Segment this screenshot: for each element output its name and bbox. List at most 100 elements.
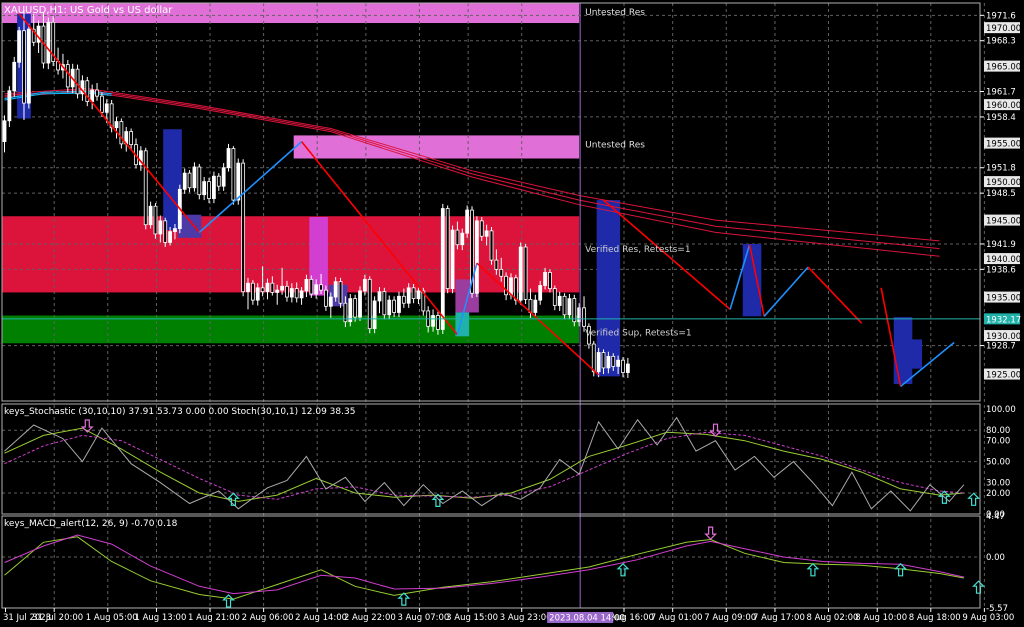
candle-body <box>250 282 255 301</box>
candle-body <box>173 228 177 233</box>
zigzag-segment <box>729 244 751 310</box>
time-tick-label: 1 Aug 13:00 <box>134 613 186 623</box>
candle-body <box>31 28 36 43</box>
moving-average-line <box>4 87 940 242</box>
price-tag <box>984 137 1020 149</box>
indicator-line <box>4 431 964 500</box>
candle-body <box>95 89 99 97</box>
candle-body <box>275 289 280 293</box>
arrow-up-icon <box>222 594 235 608</box>
candle-body <box>513 277 518 301</box>
candle-body <box>26 28 31 104</box>
price-tag-label: 1930.00 <box>986 332 1021 342</box>
arrow-up-icon <box>397 592 411 606</box>
price-tag-label: 1950.00 <box>986 178 1021 188</box>
candle-body <box>523 246 528 300</box>
candle-body <box>319 284 323 291</box>
candle-body <box>421 290 426 312</box>
current-price-line <box>2 3 980 608</box>
price-tag <box>984 253 1020 265</box>
time-tick-label: 3 Aug 15:00 <box>446 613 498 623</box>
arrow-up-icon <box>806 562 820 577</box>
candle-body <box>80 80 85 95</box>
candle-body <box>474 220 479 294</box>
candle-body <box>129 131 134 146</box>
candle-body <box>192 166 197 189</box>
candle-body <box>450 229 455 290</box>
candle-body <box>65 64 70 88</box>
price-tag-label: 1945.00 <box>986 217 1021 227</box>
candle-body <box>338 281 343 304</box>
stochastic-tick-label: 100.00 <box>986 405 1016 415</box>
time-tick-label: 3 Aug 23:00 <box>500 613 552 623</box>
zone-label: Untested Res <box>585 8 645 18</box>
price-tag <box>984 313 1020 325</box>
candle-body <box>557 295 562 306</box>
time-tick-label: 8 Aug 18:00 <box>909 613 961 623</box>
arrow-up-icon <box>226 492 240 506</box>
candle-body <box>36 25 41 43</box>
zigzag-segment <box>602 199 731 311</box>
arrow-up-icon <box>431 493 445 507</box>
candle-body <box>416 290 421 300</box>
candle-body <box>392 299 397 313</box>
stochastic-tick-label: 80.00 <box>986 426 1010 436</box>
candle-body <box>509 277 513 296</box>
candle-body <box>625 363 630 373</box>
candle-body <box>460 232 465 246</box>
candle-body <box>309 278 314 295</box>
candle-body <box>114 121 119 129</box>
price-axis: 1971.6 1968.3 1961.7 1958.4 1951.8 1948.5 1941… <box>980 11 1021 614</box>
zigzag-segment <box>900 341 955 388</box>
candle-body <box>465 209 470 234</box>
candle-body <box>489 230 494 261</box>
arrow-down-icon <box>80 419 94 433</box>
candle-body <box>348 298 353 323</box>
panel-frame <box>1 515 981 609</box>
candle-body <box>100 95 104 113</box>
candle-body <box>75 68 80 95</box>
candle-body <box>611 355 616 367</box>
time-tick-label: 31 Jul 20:00 <box>32 613 83 623</box>
candle-body <box>158 220 163 235</box>
candle-body <box>260 287 265 293</box>
signal-box <box>328 284 348 307</box>
time-tick-label: 8 Aug 02:00 <box>807 613 859 623</box>
signal-box <box>893 317 913 385</box>
candle-body <box>343 302 348 323</box>
candle-body <box>241 162 246 293</box>
time-tick-label: 8 Aug 10:00 <box>855 613 907 623</box>
candle-body <box>46 21 51 64</box>
zigzag-segment <box>300 141 459 336</box>
price-tag-label: 1935.00 <box>986 294 1021 304</box>
panel-frame <box>1 403 981 515</box>
candle-body <box>85 80 90 102</box>
stochastic-tick-label: 50.00 <box>986 458 1010 468</box>
candle-body <box>207 181 211 199</box>
candle-body <box>187 172 192 189</box>
candle-body <box>353 298 358 318</box>
candle-body <box>168 231 172 243</box>
time-tick-label: 9 Aug 03:00 <box>962 613 1014 623</box>
price-tick-label: 1938.6 <box>986 265 1016 275</box>
candle-body <box>328 296 333 307</box>
price-tick-label: 1928.7 <box>986 342 1016 352</box>
candle-body <box>479 220 484 237</box>
candle-body <box>255 287 260 301</box>
candle-body <box>212 175 216 199</box>
candle-body <box>148 205 153 226</box>
candle-body <box>367 278 372 330</box>
price-tag <box>984 176 1020 188</box>
candle-body <box>285 285 289 298</box>
price-tag <box>984 22 1020 34</box>
indicator-panels <box>4 416 985 608</box>
candle-body <box>470 209 474 294</box>
candle-body <box>216 175 221 187</box>
candle-body <box>562 295 567 316</box>
candle-body <box>377 291 382 302</box>
candle-body <box>606 355 611 369</box>
stochastic-tick-label: 70.00 <box>986 437 1010 447</box>
time-tick-label: 7 Aug 17:00 <box>753 613 805 623</box>
zigzag-lines <box>18 13 955 388</box>
